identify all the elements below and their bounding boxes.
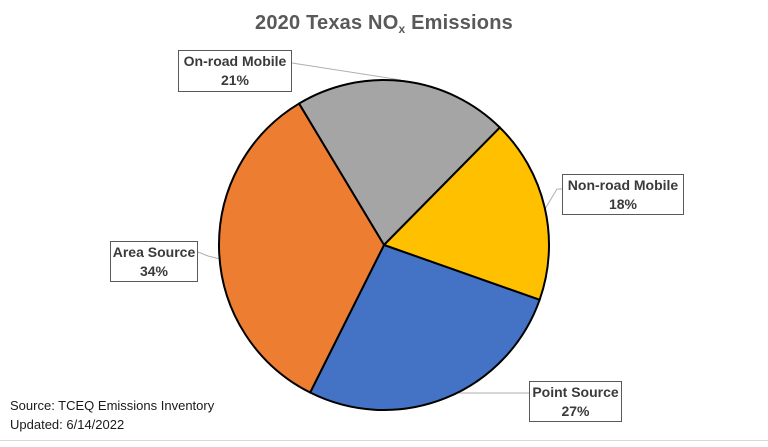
chart-title-suffix: Emissions bbox=[405, 12, 513, 34]
callout-area-source: Area Source 34% bbox=[110, 241, 198, 282]
callout-onroad-mobile: On-road Mobile 21% bbox=[178, 50, 292, 92]
pie-slice-nonroad-mobile bbox=[383, 126, 550, 301]
pie-slice-area-source bbox=[218, 102, 385, 394]
pie-slice-onroad-mobile bbox=[298, 79, 501, 246]
pie-slice-point-source bbox=[309, 244, 541, 411]
callout-value: 18% bbox=[608, 196, 638, 212]
leader-line-area-source bbox=[197, 251, 221, 260]
chart-title-text: 2020 Texas NO bbox=[255, 12, 399, 34]
callout-value: 21% bbox=[220, 72, 250, 88]
callout-label: Point Source bbox=[532, 384, 619, 400]
chart-title: 2020 Texas NOx Emissions bbox=[0, 12, 768, 36]
source-note: Source: TCEQ Emissions Inventory Updated… bbox=[10, 396, 214, 434]
callout-label: Non-road Mobile bbox=[567, 177, 679, 193]
leader-line-onroad-mobile bbox=[291, 62, 402, 81]
callout-label: Area Source bbox=[112, 244, 196, 260]
source-line: Source: TCEQ Emissions Inventory bbox=[10, 398, 215, 413]
callout-value: 34% bbox=[139, 263, 169, 279]
callout-nonroad-mobile: Non-road Mobile 18% bbox=[562, 174, 684, 215]
callout-label: On-road Mobile bbox=[183, 53, 287, 69]
chart-title-subscript: x bbox=[398, 22, 406, 36]
callout-value: 27% bbox=[561, 403, 590, 419]
updated-line: Updated: 6/14/2022 bbox=[10, 417, 125, 432]
pie-slices bbox=[218, 79, 550, 411]
callout-point-source: Point Source 27% bbox=[529, 381, 622, 422]
leader-line-nonroad-mobile bbox=[544, 188, 562, 210]
bottom-divider bbox=[0, 440, 768, 441]
